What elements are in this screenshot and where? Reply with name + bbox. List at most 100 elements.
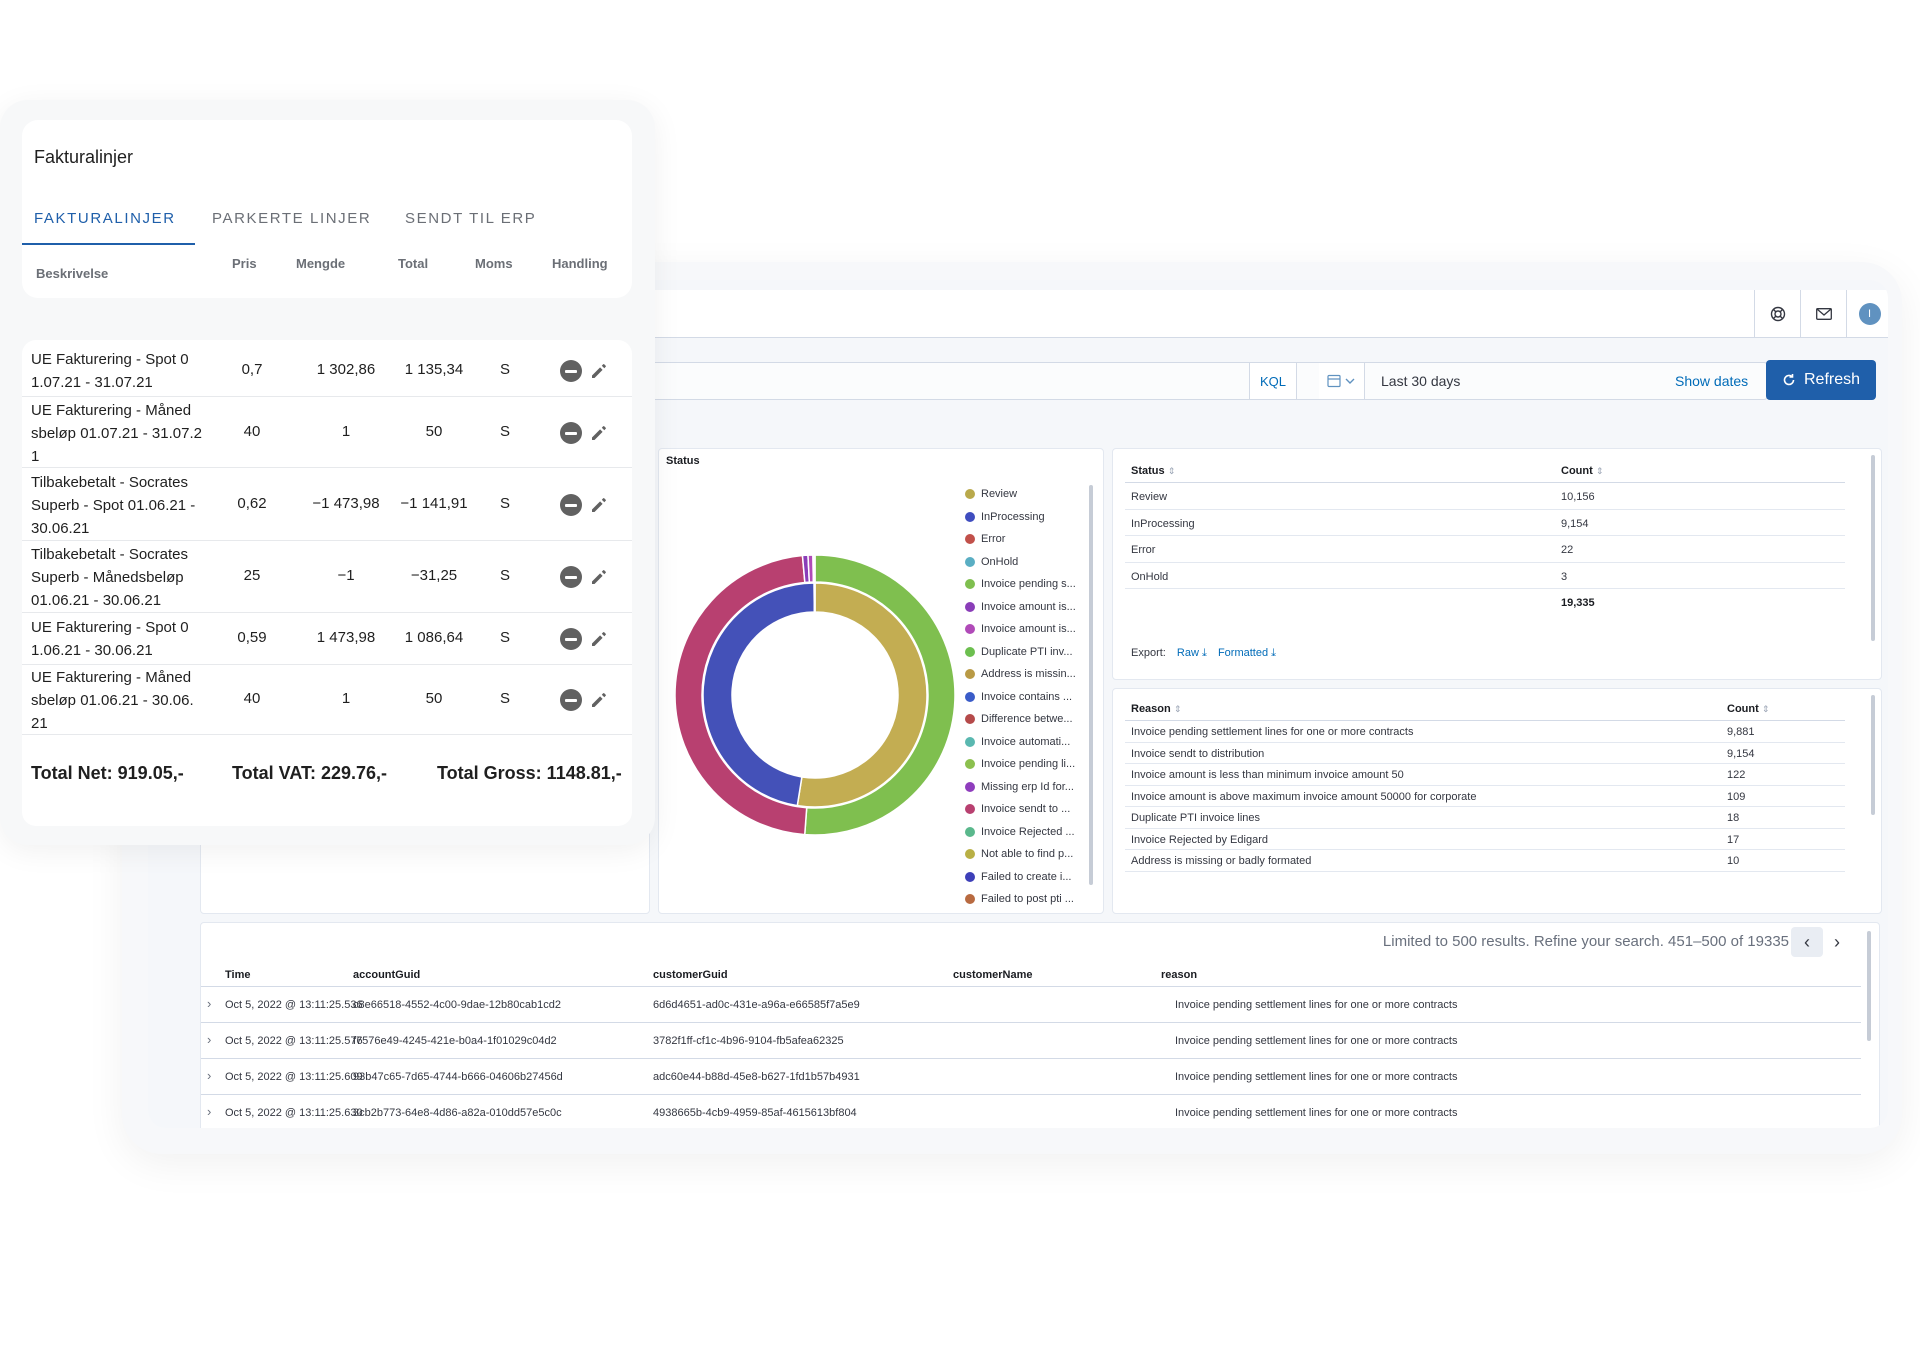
legend-item[interactable]: Failed to post pti ... [965, 888, 1095, 911]
col-reason[interactable]: reason [1161, 969, 1198, 981]
legend-label: Review [981, 488, 1018, 501]
legend-item[interactable]: Invoice sendt to ... [965, 798, 1095, 821]
prev-page-button[interactable]: ‹ [1791, 927, 1823, 957]
reason-row[interactable]: Invoice amount is above maximum invoice … [1125, 786, 1845, 807]
legend-item[interactable]: OnHold [965, 551, 1095, 574]
legend-item[interactable]: Invoice Rejected ... [965, 821, 1095, 844]
reason-row[interactable]: Invoice amount is less than minimum invo… [1125, 764, 1845, 786]
col-customername[interactable]: customerName [953, 969, 1033, 981]
reason-row[interactable]: Invoice pending settlement lines for one… [1125, 721, 1845, 743]
remove-line-icon[interactable] [560, 628, 582, 650]
legend-item[interactable]: Missing erp Id for... [965, 776, 1095, 799]
refresh-button[interactable]: Refresh [1766, 360, 1876, 400]
legend-item[interactable]: Invoice pending li... [965, 753, 1095, 776]
legend-item[interactable]: Invoice amount is... [965, 596, 1095, 619]
legend-item[interactable]: Failed to create i... [965, 866, 1095, 889]
reason-name: Invoice Rejected by Edigard [1131, 833, 1268, 846]
status-header[interactable]: Status ⇕ [1131, 465, 1176, 477]
legend-item[interactable]: Difference betwe... [965, 708, 1095, 731]
remove-line-icon[interactable] [560, 566, 582, 588]
tab-fakturalinjer[interactable]: FAKTURALINJER [34, 210, 176, 227]
legend-scrollbar[interactable] [1089, 485, 1093, 885]
edit-pencil-icon[interactable] [588, 566, 610, 588]
donut-slice-status[interactable] [796, 582, 928, 808]
remove-line-icon[interactable] [560, 360, 582, 382]
donut-slice-reason[interactable] [674, 554, 808, 836]
legend-swatch [965, 646, 975, 657]
faktura-row[interactable]: UE Fakturering - Spot 0 1.06.21 - 30.06.… [22, 613, 632, 665]
legend-item[interactable]: Invoice automati... [965, 731, 1095, 754]
col-accountguid[interactable]: accountGuid [353, 969, 421, 981]
faktura-row[interactable]: Tilbakebetalt - Socrates Superb - Måneds… [22, 541, 632, 613]
mail-icon[interactable] [1800, 290, 1846, 338]
faktura-row[interactable]: UE Fakturering - Måned sbeløp 01.06.21 -… [22, 665, 632, 735]
remove-line-icon[interactable] [560, 494, 582, 516]
chevron-right-icon[interactable]: › [207, 1104, 212, 1119]
kql-toggle[interactable]: KQL [1249, 363, 1297, 399]
date-range-text[interactable]: Last 30 days [1381, 373, 1461, 389]
col-time[interactable]: Time [225, 969, 251, 981]
status-scrollbar[interactable] [1871, 455, 1875, 641]
chevron-right-icon[interactable]: › [207, 1032, 212, 1047]
edit-pencil-icon[interactable] [588, 689, 610, 711]
legend-item[interactable]: Review [965, 483, 1095, 506]
tab-sendt-til-erp[interactable]: SENDT TIL ERP [405, 210, 537, 227]
row-total: 1 135,34 [404, 361, 464, 378]
count-header[interactable]: Count ⇕ [1561, 465, 1604, 477]
faktura-row[interactable]: UE Fakturering - Spot 0 1.07.21 - 31.07.… [22, 345, 632, 397]
reason-header[interactable]: Reason ⇕ [1131, 703, 1182, 715]
col-customerguid[interactable]: customerGuid [653, 969, 728, 981]
legend-item[interactable]: Error [965, 528, 1095, 551]
show-dates-link[interactable]: Show dates [1675, 373, 1749, 389]
reason-row[interactable]: Address is missing or badly formated 10 [1125, 850, 1845, 872]
documents-panel: Limited to 500 results. Refine your sear… [200, 922, 1880, 1128]
status-row[interactable]: Error 22 [1125, 536, 1845, 563]
reason-table: Reason ⇕ Count ⇕ Invoice pending settlem… [1125, 695, 1845, 872]
total-gross: Total Gross: 1148.81,- [437, 763, 622, 783]
export-formatted-link[interactable]: Formatted ⤓ [1217, 647, 1277, 659]
document-row[interactable]: › Oct 5, 2022 @ 13:11:25.536 c8e66518-4552… [201, 987, 1861, 1023]
legend-swatch [965, 781, 975, 792]
next-page-button[interactable]: › [1821, 927, 1853, 957]
legend-item[interactable]: Address is missin... [965, 663, 1095, 686]
refresh-label: Refresh [1803, 371, 1861, 388]
faktura-row[interactable]: UE Fakturering - Måned sbeløp 01.07.21 -… [22, 398, 632, 468]
legend-item[interactable]: Invoice amount is... [965, 618, 1095, 641]
remove-line-icon[interactable] [560, 422, 582, 444]
edit-pencil-icon[interactable] [588, 494, 610, 516]
status-donut-panel: Status Review InProcessing Error OnHold … [658, 448, 1104, 914]
faktura-row[interactable]: Tilbakebetalt - Socrates Superb - Spot 0… [22, 469, 632, 541]
legend-item[interactable]: Duplicate PTI inv... [965, 641, 1095, 664]
reason-count-header[interactable]: Count ⇕ [1727, 703, 1770, 715]
remove-line-icon[interactable] [560, 689, 582, 711]
legend-item[interactable]: Invoice pending s... [965, 573, 1095, 596]
legend-item[interactable]: Invoice contains ... [965, 686, 1095, 709]
user-avatar[interactable]: I [1846, 290, 1888, 338]
donut-slice-status[interactable] [702, 582, 816, 807]
status-row[interactable]: Review 10,156 [1125, 483, 1845, 510]
status-row[interactable]: OnHold 3 [1125, 563, 1845, 589]
date-picker-toggle[interactable] [1319, 363, 1365, 399]
fakturalinjer-title: Fakturalinjer [34, 147, 134, 167]
chevron-right-icon[interactable]: › [207, 1068, 212, 1083]
status-row[interactable]: InProcessing 9,154 [1125, 510, 1845, 536]
documents-scrollbar[interactable] [1867, 931, 1871, 1041]
document-row[interactable]: › Oct 5, 2022 @ 13:11:25.630 3cb2b773-64e8… [201, 1095, 1861, 1128]
reason-row[interactable]: Duplicate PTI invoice lines 18 [1125, 807, 1845, 829]
document-row[interactable]: › Oct 5, 2022 @ 13:11:25.576 f7576e49-4245… [201, 1023, 1861, 1059]
document-row[interactable]: › Oct 5, 2022 @ 13:11:25.609 93b47c65-7d65… [201, 1059, 1861, 1095]
export-raw-link[interactable]: Raw ⤓ [1176, 647, 1207, 659]
edit-pencil-icon[interactable] [588, 422, 610, 444]
tab-parkerte-linjer[interactable]: PARKERTE LINJER [212, 210, 372, 227]
legend-item[interactable]: InProcessing [965, 506, 1095, 529]
legend-item[interactable]: Not able to find p... [965, 843, 1095, 866]
donut-chart[interactable] [665, 545, 965, 845]
help-icon[interactable] [1754, 290, 1800, 338]
edit-pencil-icon[interactable] [588, 628, 610, 650]
legend-label: Invoice Rejected ... [981, 825, 1075, 838]
reason-row[interactable]: Invoice sendt to distribution 9,154 [1125, 743, 1845, 764]
edit-pencil-icon[interactable] [588, 360, 610, 382]
chevron-right-icon[interactable]: › [207, 996, 212, 1011]
reason-scrollbar[interactable] [1871, 695, 1875, 815]
reason-row[interactable]: Invoice Rejected by Edigard 17 [1125, 829, 1845, 850]
